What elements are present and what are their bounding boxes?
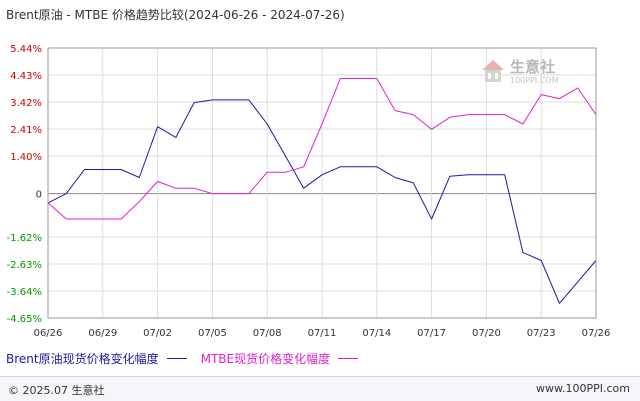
- x-tick-label: 07/08: [253, 328, 282, 339]
- y-tick-label: -2.63%: [7, 260, 42, 271]
- plot-frame: [47, 47, 597, 319]
- legend-item-mtbe: MTBE现货价格变化幅度: [201, 350, 359, 367]
- watermark-logo-icon: [482, 60, 504, 82]
- y-tick-label: 3.42%: [10, 98, 42, 109]
- x-tick-label: 07/26: [582, 328, 611, 339]
- legend-label-mtbe: MTBE现货价格变化幅度: [200, 352, 331, 366]
- y-tick-label: 5.44%: [10, 44, 42, 55]
- chart-title: Brent原油 - MTBE 价格趋势比较(2024-06-26 - 2024-…: [6, 8, 345, 22]
- footer-copyright: © 2025.07 生意社: [8, 384, 105, 397]
- watermark-name: 生意社: [510, 58, 556, 76]
- watermark: 生意社 100PPI.COM: [480, 52, 576, 92]
- x-tick-label: 07/14: [362, 328, 391, 339]
- chart-series: [47, 78, 597, 304]
- x-tick-label: 07/11: [308, 328, 337, 339]
- y-tick-label: 1.40%: [10, 152, 42, 163]
- x-tick-label: 07/02: [143, 328, 172, 339]
- y-tick-label: 0: [36, 190, 42, 201]
- legend-swatch-mtbe: [338, 358, 359, 359]
- x-tick-label: 06/29: [88, 328, 117, 339]
- y-tick-label: 4.43%: [10, 71, 42, 82]
- y-tick-label: 2.41%: [10, 125, 42, 136]
- footer: © 2025.07 生意社 www.100PPI.com: [0, 376, 640, 401]
- y-tick-label: -1.62%: [7, 233, 42, 244]
- y-axis: 5.44% 4.43% 3.42% 2.41% 1.40% 0 -1.62% -2.63% -3…: [7, 44, 42, 325]
- y-tick-label: -4.65%: [7, 314, 42, 325]
- legend-swatch-brent: [166, 358, 187, 359]
- series-line-mtbe: [47, 78, 597, 220]
- legend-label-brent: Brent原油现货价格变化幅度: [6, 352, 159, 366]
- x-tick-label: 07/17: [417, 328, 446, 339]
- x-tick-label: 07/23: [527, 328, 556, 339]
- x-tick-label: 07/05: [198, 328, 227, 339]
- legend: Brent原油现货价格变化幅度 MTBE现货价格变化幅度: [6, 350, 372, 367]
- watermark-url: 100PPI.COM: [510, 76, 559, 85]
- x-axis: 06/26 06/29 07/02 07/05 07/08 07/11 07/14 07/17…: [34, 328, 611, 339]
- x-tick-label: 07/20: [472, 328, 501, 339]
- footer-url[interactable]: www.100PPI.com: [536, 382, 630, 395]
- x-tick-label: 06/26: [34, 328, 63, 339]
- legend-item-brent: Brent原油现货价格变化幅度: [6, 350, 187, 367]
- y-tick-label: -3.64%: [7, 287, 42, 298]
- series-line-brent: [47, 99, 597, 304]
